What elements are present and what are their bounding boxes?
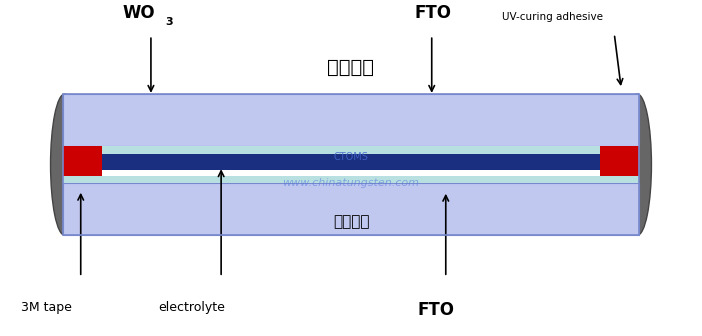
Bar [63, 94, 639, 146]
Text: electrolyte: electrolyte [158, 301, 225, 314]
Text: 3M tape: 3M tape [21, 301, 72, 314]
Bar [63, 176, 639, 183]
Text: WO: WO [123, 4, 155, 22]
Text: www.chinatungsten.com: www.chinatungsten.com [282, 178, 420, 188]
Bar [63, 146, 102, 176]
Bar [63, 183, 639, 235]
Bar [63, 154, 639, 170]
Ellipse shape [623, 94, 651, 235]
Bar [63, 94, 639, 235]
Bar [63, 146, 639, 154]
Text: FTO: FTO [418, 301, 455, 319]
Bar [600, 146, 639, 176]
Text: FTO: FTO [414, 4, 451, 22]
Text: UV-curing adhesive: UV-curing adhesive [502, 12, 603, 22]
Bar [102, 146, 600, 176]
Text: 玻璃基底: 玻璃基底 [333, 214, 369, 229]
Text: 玻璃基底: 玻璃基底 [328, 58, 374, 77]
Ellipse shape [51, 94, 79, 235]
Text: 3: 3 [166, 17, 173, 27]
Text: CTOMS: CTOMS [333, 152, 369, 162]
